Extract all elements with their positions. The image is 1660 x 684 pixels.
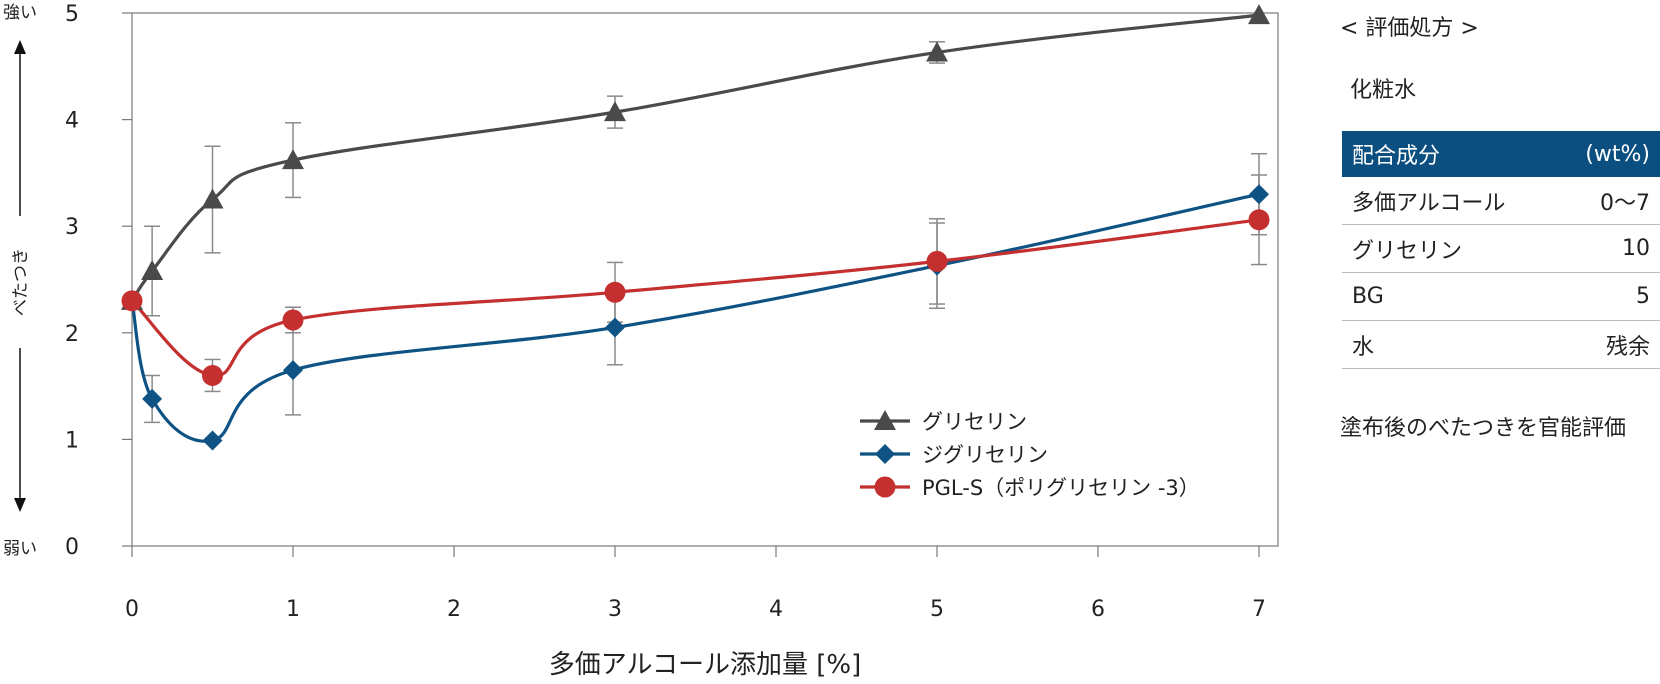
y-tick-label: 5 xyxy=(65,2,79,27)
formula-table: 配合成分 (wt%) 多価アルコール 0〜7 グリセリン 10 BG 5 水 残… xyxy=(1342,131,1660,369)
x-tick-label: 6 xyxy=(1091,597,1105,622)
ingredient-value: 5 xyxy=(1555,272,1660,321)
table-row: グリセリン 10 xyxy=(1342,224,1660,273)
ingredient-value: 残余 xyxy=(1555,320,1660,369)
legend-label: PGL-S（ポリグリセリン -3） xyxy=(922,476,1200,500)
y-tick-label: 1 xyxy=(65,428,79,453)
y-bottom-label: 弱い xyxy=(3,539,37,559)
table-row: BG 5 xyxy=(1342,272,1660,321)
legend-marker xyxy=(875,444,895,464)
ingredient-name: 水 xyxy=(1342,320,1556,369)
y-tick-label: 0 xyxy=(65,535,79,560)
legend-label: グリセリン xyxy=(922,410,1027,434)
ingredient-value: 0〜7 xyxy=(1555,177,1660,225)
arrow-down-icon xyxy=(14,498,26,512)
ingredient-name: 多価アルコール xyxy=(1342,177,1556,225)
data-point-2 xyxy=(202,364,223,386)
arrow-up-icon xyxy=(14,40,26,54)
table-row: 多価アルコール 0〜7 xyxy=(1342,177,1660,225)
x-tick-label: 7 xyxy=(1252,597,1266,622)
data-point-1 xyxy=(202,430,223,451)
evaluation-note: 塗布後のべたつきを官能評価 xyxy=(1340,416,1627,441)
data-point-2 xyxy=(282,309,304,331)
ingredient-name: グリセリン xyxy=(1342,224,1556,273)
panel-subtitle: 化粧水 xyxy=(1350,78,1417,103)
x-tick-label: 5 xyxy=(930,597,944,622)
x-axis-label: 多価アルコール添加量 [%] xyxy=(549,650,861,680)
table-header-row: 配合成分 (wt%) xyxy=(1342,131,1660,177)
data-point-0 xyxy=(282,149,304,170)
legend-label: ジグリセリン xyxy=(922,443,1048,467)
x-tick-label: 4 xyxy=(769,597,783,622)
data-point-0 xyxy=(141,259,164,280)
data-point-1 xyxy=(1249,184,1269,205)
header-ingredient: 配合成分 xyxy=(1342,131,1556,177)
data-point-0 xyxy=(926,41,948,62)
x-tick-label: 2 xyxy=(447,597,461,622)
formula-panel: < 評価処方 > 化粧水 配合成分 (wt%) 多価アルコール 0〜7 グリセリ… xyxy=(1340,0,1660,684)
x-tick-label: 0 xyxy=(125,597,139,622)
data-point-2 xyxy=(1248,209,1270,231)
series-line-0 xyxy=(130,13,1260,302)
legend-marker xyxy=(874,476,896,498)
data-point-0 xyxy=(201,188,224,209)
data-point-1 xyxy=(142,388,163,409)
x-tick-label: 1 xyxy=(286,597,300,622)
series-lines xyxy=(130,13,1260,443)
series-line-2 xyxy=(130,218,1260,378)
data-point-2 xyxy=(121,290,143,312)
data-point-0 xyxy=(1248,4,1270,25)
data-point-1 xyxy=(283,360,303,381)
data-point-1 xyxy=(605,317,625,338)
y-top-label: 強い xyxy=(3,3,37,23)
data-markers xyxy=(121,4,1270,451)
y-tick-label: 2 xyxy=(65,322,79,347)
y-axis-label: べたつき xyxy=(11,248,31,316)
panel-title: < 評価処方 > xyxy=(1340,16,1479,41)
ingredient-value: 10 xyxy=(1555,224,1660,273)
plot-frame xyxy=(131,12,1279,547)
y-tick-label: 3 xyxy=(65,215,79,240)
data-point-2 xyxy=(926,250,948,272)
data-point-2 xyxy=(604,281,626,303)
x-tick-label: 3 xyxy=(608,597,622,622)
legend-marker xyxy=(874,410,896,430)
data-point-0 xyxy=(604,101,626,122)
ingredient-name: BG xyxy=(1342,272,1556,321)
y-tick-label: 4 xyxy=(65,109,79,134)
header-unit: (wt%) xyxy=(1555,131,1660,177)
table-row: 水 残余 xyxy=(1342,320,1660,369)
